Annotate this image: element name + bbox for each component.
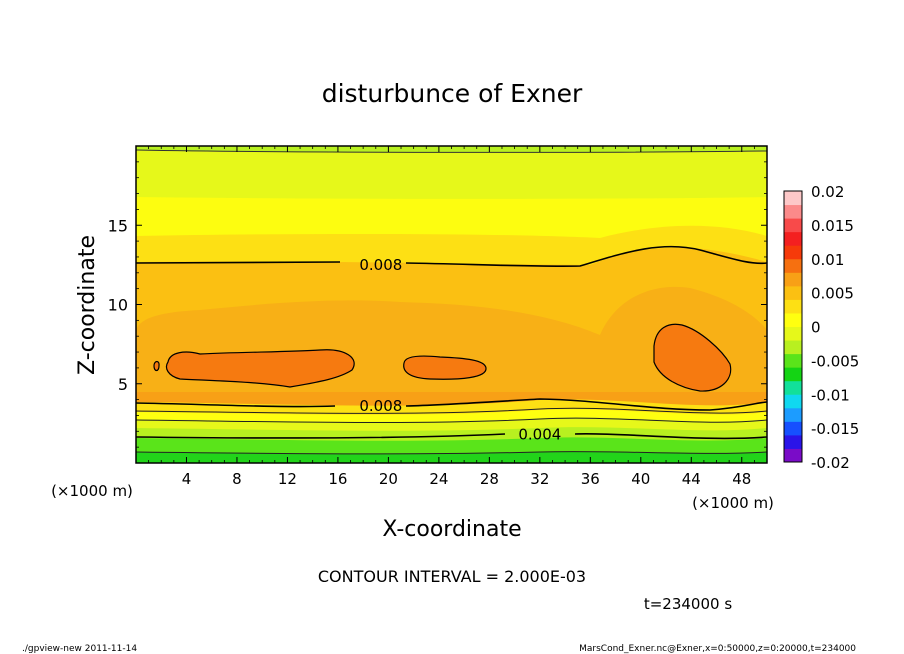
- x-axis-label: X-coordinate: [382, 517, 521, 542]
- x-tick-label: 20: [379, 470, 398, 488]
- plot-area: [136, 146, 767, 463]
- colorbar-tick-label: -0.02: [811, 454, 850, 472]
- blob-middle: [403, 355, 487, 380]
- colorbar-tick-label: 0.02: [811, 183, 844, 201]
- colorbar-segment: [784, 353, 802, 368]
- x-tick-label: 8: [232, 470, 242, 488]
- colorbar-segment: [784, 272, 802, 287]
- x-tick-label: 4: [182, 470, 192, 488]
- footer-left: ./gpview-new 2011-11-14: [22, 644, 137, 654]
- blob-dot: [153, 360, 160, 372]
- colorbar-segment: [784, 326, 802, 341]
- contour-upper: [136, 245, 767, 268]
- colorbar-segment: [784, 258, 802, 273]
- colorbar: [784, 191, 802, 463]
- contour-lower-1: [136, 398, 767, 411]
- x-tick-label: 48: [732, 470, 751, 488]
- colorbar-segment: [784, 367, 802, 382]
- colorbar-segment: [784, 204, 802, 219]
- colorbar-tick-label: -0.005: [811, 352, 859, 370]
- colorbar-labels: 0.02 0.015 0.01 0.005 0 -0.005 -0.01 -0.015 -0.0…: [811, 183, 859, 472]
- y-tick-label: 5: [118, 375, 128, 394]
- contour-labels: 0.008 0.008 0.004: [359, 256, 561, 444]
- colorbar-segment: [784, 407, 802, 422]
- footer-right: MarsCond_Exner.nc@Exner,x=0:50000,z=0:20…: [579, 644, 856, 654]
- colorbar-segment: [784, 285, 802, 300]
- x-tick-label: 16: [328, 470, 347, 488]
- x-tick-label: 12: [278, 470, 297, 488]
- x-tick-label: 32: [530, 470, 549, 488]
- contour-lower-2: [136, 407, 767, 414]
- time-text: t=234000 s: [644, 595, 732, 613]
- band-top-green: [136, 146, 767, 153]
- contour-label: 0.004: [518, 425, 561, 443]
- y-tick-label: 10: [108, 296, 128, 315]
- colorbar-segment: [784, 299, 802, 314]
- colorbar-frame: [783, 190, 803, 463]
- colorbar-segment: [784, 340, 802, 355]
- colorbar-segment: [784, 448, 802, 463]
- colorbar-tick-label: -0.015: [811, 420, 859, 438]
- colorbar-segment: [784, 231, 802, 246]
- colorbar-segment: [784, 434, 802, 449]
- colorbar-segment: [784, 218, 802, 233]
- colorbar-tick-label: -0.01: [811, 386, 850, 404]
- x-tick-label: 44: [682, 470, 701, 488]
- colorbar-tick-label: 0.005: [811, 285, 854, 303]
- x-axis-ticks: 4 8 12 16 20 24 28 32 36 40 44 48: [148, 146, 755, 488]
- colorbar-segment: [784, 191, 802, 206]
- x-tick-label: 36: [581, 470, 600, 488]
- colorbar-segment: [784, 380, 802, 395]
- y-tick-label: 15: [108, 216, 128, 235]
- colorbar-segment: [784, 245, 802, 260]
- blob-right: [653, 323, 732, 392]
- colorbar-segment: [784, 394, 802, 409]
- x-tick-label: 40: [631, 470, 650, 488]
- x-unit-right: (×1000 m): [692, 494, 774, 512]
- x-tick-label: 28: [480, 470, 499, 488]
- colorbar-segment: [784, 312, 802, 327]
- chart-title: disturbunce of Exner: [322, 79, 583, 108]
- contour-lower-5: [136, 451, 767, 455]
- band-deepgreen-low: [136, 451, 767, 463]
- contour-interval-text: CONTOUR INTERVAL = 2.000E-03: [318, 567, 586, 586]
- blob-left: [165, 349, 355, 388]
- x-unit-left: (×1000 m): [51, 482, 133, 500]
- colorbar-tick-label: 0.01: [811, 251, 844, 269]
- band-top-yellowgreen: [136, 146, 767, 199]
- contour-label: 0.008: [359, 397, 402, 415]
- contour-label: 0.008: [359, 256, 402, 274]
- x-tick-label: 24: [429, 470, 448, 488]
- contour-lower-3: [136, 417, 767, 424]
- contour-top-thin: [136, 149, 767, 153]
- colorbar-tick-label: 0.015: [811, 217, 854, 235]
- y-axis-ticks: 5 10 15: [108, 161, 767, 448]
- contour-lower-4: [136, 432, 767, 440]
- colorbar-tick-label: 0: [811, 319, 821, 337]
- colorbar-segment: [784, 421, 802, 436]
- y-axis-label: Z-coordinate: [75, 235, 100, 375]
